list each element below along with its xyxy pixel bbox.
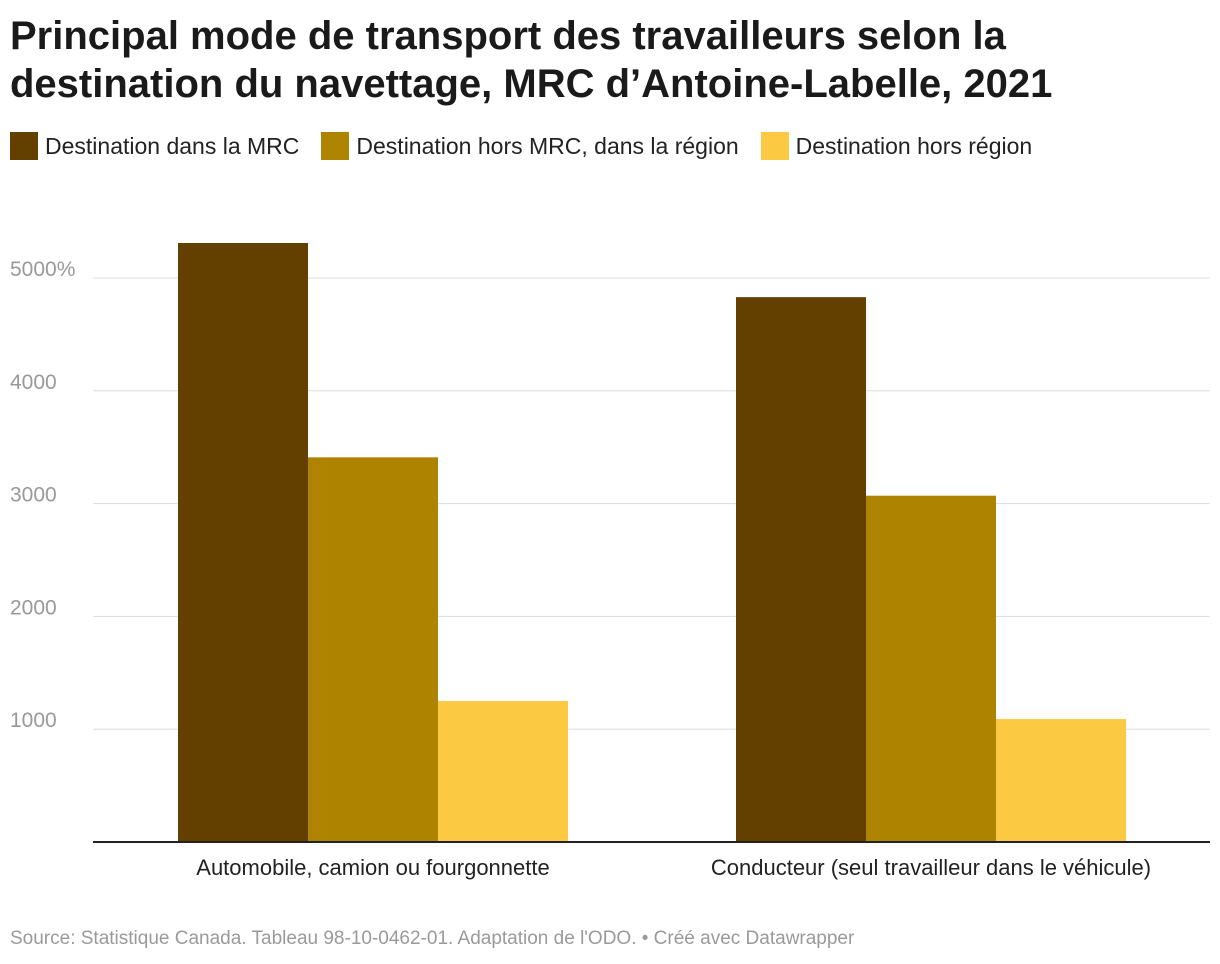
- x-category-label-1: Automobile, camion ou fourgonnette: [196, 855, 549, 880]
- y-tick-label-2000: 2000: [10, 596, 57, 619]
- x-category-label-2: Conducteur (seul travailleur dans le véh…: [711, 855, 1151, 880]
- bar-hors-mrc-cat1: [308, 457, 438, 842]
- legend-label-hors-mrc: Destination hors MRC, dans la région: [356, 132, 739, 159]
- legend-swatch-hors-mrc: [321, 132, 350, 160]
- bar-dans-mrc-cat2: [736, 297, 866, 843]
- bar-hors-region-cat2: [996, 719, 1126, 842]
- legend: Destination dans la MRC Destination hors…: [10, 132, 1054, 160]
- legend-label-dans-mrc: Destination dans la MRC: [45, 132, 300, 159]
- source-note: Source: Statistique Canada. Tableau 98-1…: [10, 928, 855, 949]
- bar-hors-mrc-cat2: [866, 495, 996, 842]
- y-tick-label-5000: 5000%: [10, 258, 75, 281]
- legend-swatch-dans-mrc: [10, 132, 38, 160]
- legend-swatch-hors-region: [760, 132, 789, 160]
- y-tick-label-3000: 3000: [10, 484, 57, 507]
- bar-hors-region-cat1: [438, 700, 568, 842]
- y-tick-label-1000: 1000: [10, 709, 57, 732]
- bar-dans-mrc-cat1: [178, 243, 308, 842]
- legend-item-hors-region: Destination hors région: [760, 132, 1033, 160]
- legend-item-dans-mrc: Destination dans la MRC: [10, 132, 299, 160]
- legend-item-hors-mrc: Destination hors MRC, dans la région: [321, 132, 739, 160]
- legend-label-hors-region: Destination hors région: [795, 132, 1033, 159]
- y-tick-label-4000: 4000: [10, 371, 57, 394]
- chart-title: Principal mode de transport des travaill…: [10, 14, 1053, 106]
